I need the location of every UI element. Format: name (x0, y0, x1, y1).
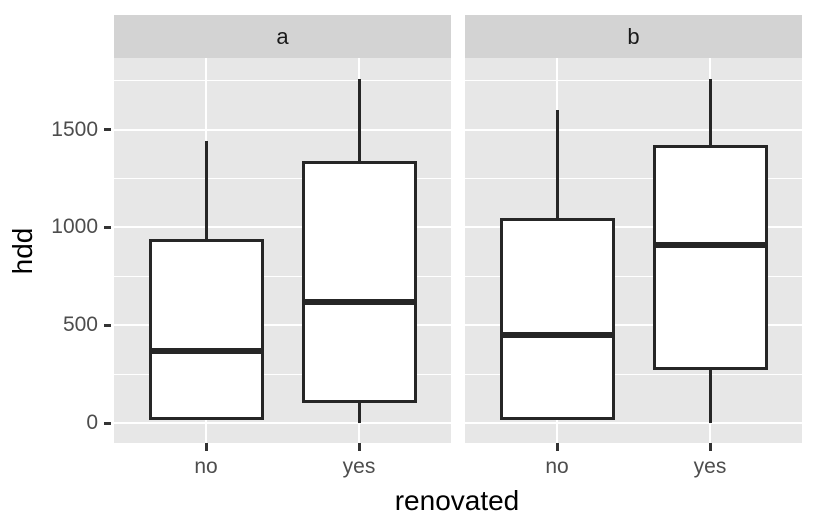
y-tick-mark (104, 128, 111, 132)
gridline-minor-y (114, 373, 451, 375)
median-line (301, 298, 417, 305)
gridline-minor-y (465, 178, 802, 179)
whisker-upper (555, 110, 559, 218)
whisker-lower (357, 403, 361, 423)
boxplot-box-a-yes (301, 160, 417, 404)
median-line (499, 331, 615, 338)
y-tick-mark (104, 323, 111, 327)
whisker-lower (708, 370, 712, 423)
whisker-upper (708, 78, 712, 146)
x-tick-mark (708, 443, 712, 451)
median-line (652, 242, 768, 248)
gridline-major-y (114, 226, 451, 229)
y-tick-label: 500 (62, 313, 98, 337)
x-tick-label: yes (342, 455, 376, 478)
gridline-major-y (465, 422, 802, 424)
x-tick-mark (555, 443, 559, 451)
gridline-major-y (465, 226, 802, 229)
boxplot-box-b-yes (652, 145, 768, 371)
x-tick-mark (357, 443, 361, 451)
x-tick-label: no (545, 455, 569, 478)
y-tick-label: 1500 (51, 117, 98, 141)
facet-strip-label: a (276, 23, 289, 49)
y-tick-mark (104, 225, 111, 229)
gridline-major-y (465, 128, 802, 131)
gridline-minor-y (114, 80, 451, 82)
gridline-major-y (114, 324, 451, 327)
y-tick-mark (104, 421, 111, 425)
whisker-upper (357, 78, 361, 161)
gridline-minor-y (114, 275, 451, 277)
facet-panel-b (465, 58, 802, 443)
x-tick-label: no (194, 455, 218, 478)
gridline-major-y (114, 422, 451, 424)
median-line (148, 347, 264, 354)
facet-panel-a (114, 58, 451, 443)
gridline-minor-y (114, 178, 451, 179)
boxplot-box-b-no (499, 217, 615, 421)
y-tick-label: 1000 (51, 215, 98, 239)
x-tick-mark (204, 443, 208, 451)
x-axis-title: renovated (394, 485, 520, 516)
gridline-major-y (114, 128, 451, 131)
y-tick-label: 0 (86, 411, 98, 434)
gridline-minor-y (465, 80, 802, 82)
facet-strip-label: b (627, 23, 640, 49)
gridline-minor-y (465, 373, 802, 375)
gridline-major-y (465, 324, 802, 327)
gridline-minor-y (465, 275, 802, 277)
facet-strip-b: b (465, 15, 802, 58)
x-tick-label: yes (693, 455, 727, 478)
facet-strip-a: a (114, 15, 451, 58)
boxplot-box-a-no (148, 239, 264, 421)
whisker-upper (204, 141, 208, 240)
